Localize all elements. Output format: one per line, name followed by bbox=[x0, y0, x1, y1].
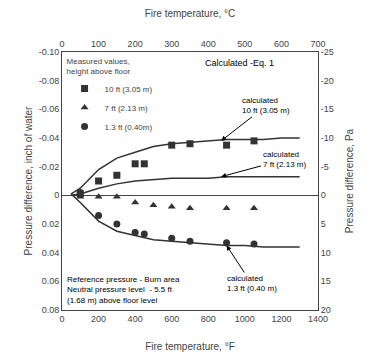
svg-text:700: 700 bbox=[310, 39, 325, 49]
svg-text:Reference pressure - Burn area: Reference pressure - Burn areaNeutral pr… bbox=[67, 275, 180, 305]
svg-text:-15: -15 bbox=[321, 104, 334, 114]
svg-text:calculated1.3 ft (0.40 m): calculated1.3 ft (0.40 m) bbox=[227, 274, 277, 293]
svg-text:1400: 1400 bbox=[308, 314, 328, 324]
svg-text:-25: -25 bbox=[321, 47, 334, 57]
svg-text:-0.02: -0.02 bbox=[39, 162, 60, 172]
svg-text:-10: -10 bbox=[321, 133, 334, 143]
svg-text:400: 400 bbox=[128, 314, 143, 324]
svg-text:600: 600 bbox=[164, 314, 179, 324]
svg-text:500: 500 bbox=[237, 39, 252, 49]
svg-text:0: 0 bbox=[59, 39, 64, 49]
svg-text:Measured values,height above f: Measured values,height above floor bbox=[67, 57, 131, 76]
svg-text:400: 400 bbox=[201, 39, 216, 49]
svg-text:0: 0 bbox=[59, 314, 64, 324]
svg-text:-0.08: -0.08 bbox=[39, 76, 60, 86]
svg-text:300: 300 bbox=[164, 39, 179, 49]
svg-text:Fire temperature, °C: Fire temperature, °C bbox=[145, 8, 236, 19]
svg-text:-20: -20 bbox=[321, 76, 334, 86]
svg-text:0: 0 bbox=[321, 190, 326, 200]
svg-text:0.02: 0.02 bbox=[42, 219, 60, 229]
svg-text:Pressure difference, Pa: Pressure difference, Pa bbox=[344, 128, 355, 233]
svg-text:Fire temperature, °F: Fire temperature, °F bbox=[145, 341, 235, 352]
svg-text:7 ft (2.13 m): 7 ft (2.13 m) bbox=[105, 104, 148, 113]
svg-text:-0.06: -0.06 bbox=[39, 104, 60, 114]
svg-text:Calculated -Eq. 1: Calculated -Eq. 1 bbox=[205, 58, 274, 68]
svg-text:20: 20 bbox=[321, 305, 331, 315]
svg-text:100: 100 bbox=[91, 39, 106, 49]
svg-text:5: 5 bbox=[321, 219, 326, 229]
svg-text:10 ft (3.05 m): 10 ft (3.05 m) bbox=[105, 85, 153, 94]
svg-text:-0.10: -0.10 bbox=[39, 47, 60, 57]
svg-text:1.3 ft (0.40m): 1.3 ft (0.40m) bbox=[105, 123, 153, 132]
svg-text:15: 15 bbox=[321, 276, 331, 286]
svg-text:0.04: 0.04 bbox=[42, 248, 60, 258]
svg-text:0.06: 0.06 bbox=[42, 276, 60, 286]
svg-text:800: 800 bbox=[201, 314, 216, 324]
svg-text:0.08: 0.08 bbox=[42, 305, 60, 315]
svg-text:-0.04: -0.04 bbox=[39, 133, 60, 143]
svg-text:0: 0 bbox=[54, 190, 59, 200]
svg-text:200: 200 bbox=[91, 314, 106, 324]
svg-text:Pressure difference, inch of w: Pressure difference, inch of water bbox=[23, 106, 34, 255]
svg-text:calculated7 ft (2.13 m): calculated7 ft (2.13 m) bbox=[263, 150, 306, 169]
svg-text:200: 200 bbox=[128, 39, 143, 49]
svg-text:calculated10 ft (3.05 m): calculated10 ft (3.05 m) bbox=[242, 96, 290, 115]
svg-text:1000: 1000 bbox=[235, 314, 255, 324]
svg-text:10: 10 bbox=[321, 248, 331, 258]
svg-text:1200: 1200 bbox=[271, 314, 291, 324]
svg-text:600: 600 bbox=[274, 39, 289, 49]
svg-text:-5: -5 bbox=[321, 162, 329, 172]
